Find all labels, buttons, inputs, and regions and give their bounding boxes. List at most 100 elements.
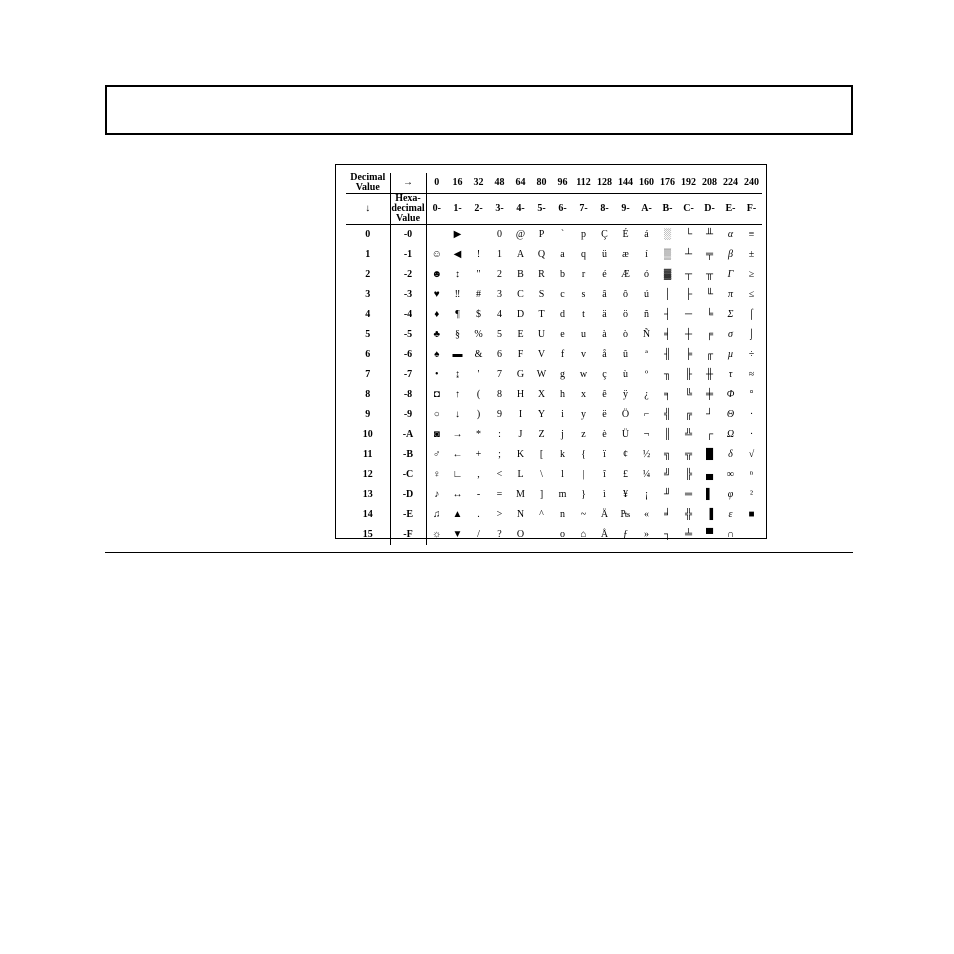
col-dec-1: 16: [447, 173, 468, 194]
glyph-cell: ú: [636, 285, 657, 305]
glyph-cell: ♣: [426, 325, 447, 345]
glyph-cell: Ω: [720, 425, 741, 445]
glyph-cell: ö: [615, 305, 636, 325]
col-dec-2: 32: [468, 173, 489, 194]
glyph-cell: £: [615, 465, 636, 485]
glyph-cell: ╖: [657, 365, 678, 385]
glyph-cell: T: [531, 305, 552, 325]
glyph-cell: ↕: [447, 265, 468, 285]
glyph-cell: a: [552, 245, 573, 265]
glyph-cell: ▀: [699, 525, 720, 545]
col-dec-3: 48: [489, 173, 510, 194]
glyph-cell: ♥: [426, 285, 447, 305]
row-dec-label: 6: [346, 345, 390, 365]
glyph-cell: ²: [741, 485, 762, 505]
glyph-cell: Z: [531, 425, 552, 445]
glyph-cell: ¢: [615, 445, 636, 465]
glyph-cell: }: [573, 485, 594, 505]
glyph-cell: Æ: [615, 265, 636, 285]
glyph-cell: ◙: [426, 425, 447, 445]
glyph-cell: ╘: [699, 305, 720, 325]
row-hex-label: -4: [390, 305, 426, 325]
col-dec-13: 208: [699, 173, 720, 194]
glyph-cell: «: [636, 505, 657, 525]
glyph-cell: │: [657, 285, 678, 305]
glyph-cell: ╟: [678, 365, 699, 385]
table-row: 13-D♪↔-=M]m}ì¥¡╜═▌φ²: [346, 485, 762, 505]
row-dec-label: 7: [346, 365, 390, 385]
glyph-cell: ╨: [699, 225, 720, 246]
row-dec-label: 9: [346, 405, 390, 425]
row-hex-label: -1: [390, 245, 426, 265]
glyph-cell: _: [531, 525, 552, 545]
row-dec-label: 15: [346, 525, 390, 545]
glyph-cell: »: [636, 525, 657, 545]
glyph-cell: ↔: [447, 485, 468, 505]
arrow-right-icon: →: [390, 173, 426, 194]
glyph-cell: 6: [489, 345, 510, 365]
glyph-cell: ÷: [741, 345, 762, 365]
glyph-cell: ↑: [447, 385, 468, 405]
row-dec-label: 12: [346, 465, 390, 485]
col-hex-11: B-: [657, 194, 678, 225]
glyph-cell: ¿: [636, 385, 657, 405]
glyph-cell: ⌠: [741, 305, 762, 325]
glyph-cell: o: [552, 525, 573, 545]
col-hex-7: 7-: [573, 194, 594, 225]
row-hex-label: -D: [390, 485, 426, 505]
col-hex-0: 0-: [426, 194, 447, 225]
glyph-cell: █: [699, 445, 720, 465]
glyph-cell: Ä: [594, 505, 615, 525]
col-hex-2: 2-: [468, 194, 489, 225]
glyph-cell: @: [510, 225, 531, 246]
glyph-cell: `: [552, 225, 573, 246]
col-hex-15: F-: [741, 194, 762, 225]
glyph-cell: q: [573, 245, 594, 265]
glyph-cell: ï: [594, 445, 615, 465]
glyph-cell: ╦: [678, 445, 699, 465]
glyph-cell: P: [531, 225, 552, 246]
glyph-cell: ┴: [678, 245, 699, 265]
glyph-cell: j: [552, 425, 573, 445]
glyph-cell: ╞: [678, 345, 699, 365]
glyph-cell: â: [594, 285, 615, 305]
glyph-cell: 4: [489, 305, 510, 325]
row-dec-label: 3: [346, 285, 390, 305]
glyph-cell: V: [531, 345, 552, 365]
glyph-cell: <: [489, 465, 510, 485]
table-row: 0-0▶0@P`pÇÉá░└╨α≡: [346, 225, 762, 246]
glyph-cell: Ö: [615, 405, 636, 425]
glyph-cell: x: [573, 385, 594, 405]
table-row: 6-6♠▬&6FVfvåûª╢╞╓µ÷: [346, 345, 762, 365]
glyph-cell: ─: [678, 305, 699, 325]
glyph-cell: ☻: [426, 265, 447, 285]
glyph-cell: C: [510, 285, 531, 305]
row-hex-label: -2: [390, 265, 426, 285]
glyph-cell: á: [636, 225, 657, 246]
glyph-cell: ╧: [678, 525, 699, 545]
row-dec-label: 1: [346, 245, 390, 265]
glyph-cell: ₧: [615, 505, 636, 525]
col-hex-14: E-: [720, 194, 741, 225]
glyph-cell: ╚: [678, 385, 699, 405]
col-dec-11: 176: [657, 173, 678, 194]
glyph-cell: ?: [489, 525, 510, 545]
glyph-cell: ^: [531, 505, 552, 525]
glyph-cell: å: [594, 345, 615, 365]
glyph-cell: =: [489, 485, 510, 505]
glyph-cell: E: [510, 325, 531, 345]
col-dec-7: 112: [573, 173, 594, 194]
glyph-cell: k: [552, 445, 573, 465]
glyph-cell: ╬: [678, 505, 699, 525]
page: Decimal Value → 0 16 32 48 64 80 96 112 …: [0, 0, 954, 954]
glyph-cell: └: [678, 225, 699, 246]
glyph-cell: *: [468, 425, 489, 445]
row-dec-label: 13: [346, 485, 390, 505]
col-hex-9: 9-: [615, 194, 636, 225]
glyph-cell: [468, 225, 489, 246]
glyph-cell: β: [720, 245, 741, 265]
chart-body: 0-0▶0@P`pÇÉá░└╨α≡1-1☺◀!1AQaqüæí▒┴╤β±2-2☻…: [346, 225, 762, 546]
table-row: 10-A◙→*:JZjzèÜ¬║╩┌Ω·: [346, 425, 762, 445]
glyph-cell: Ç: [594, 225, 615, 246]
glyph-cell: O: [510, 525, 531, 545]
